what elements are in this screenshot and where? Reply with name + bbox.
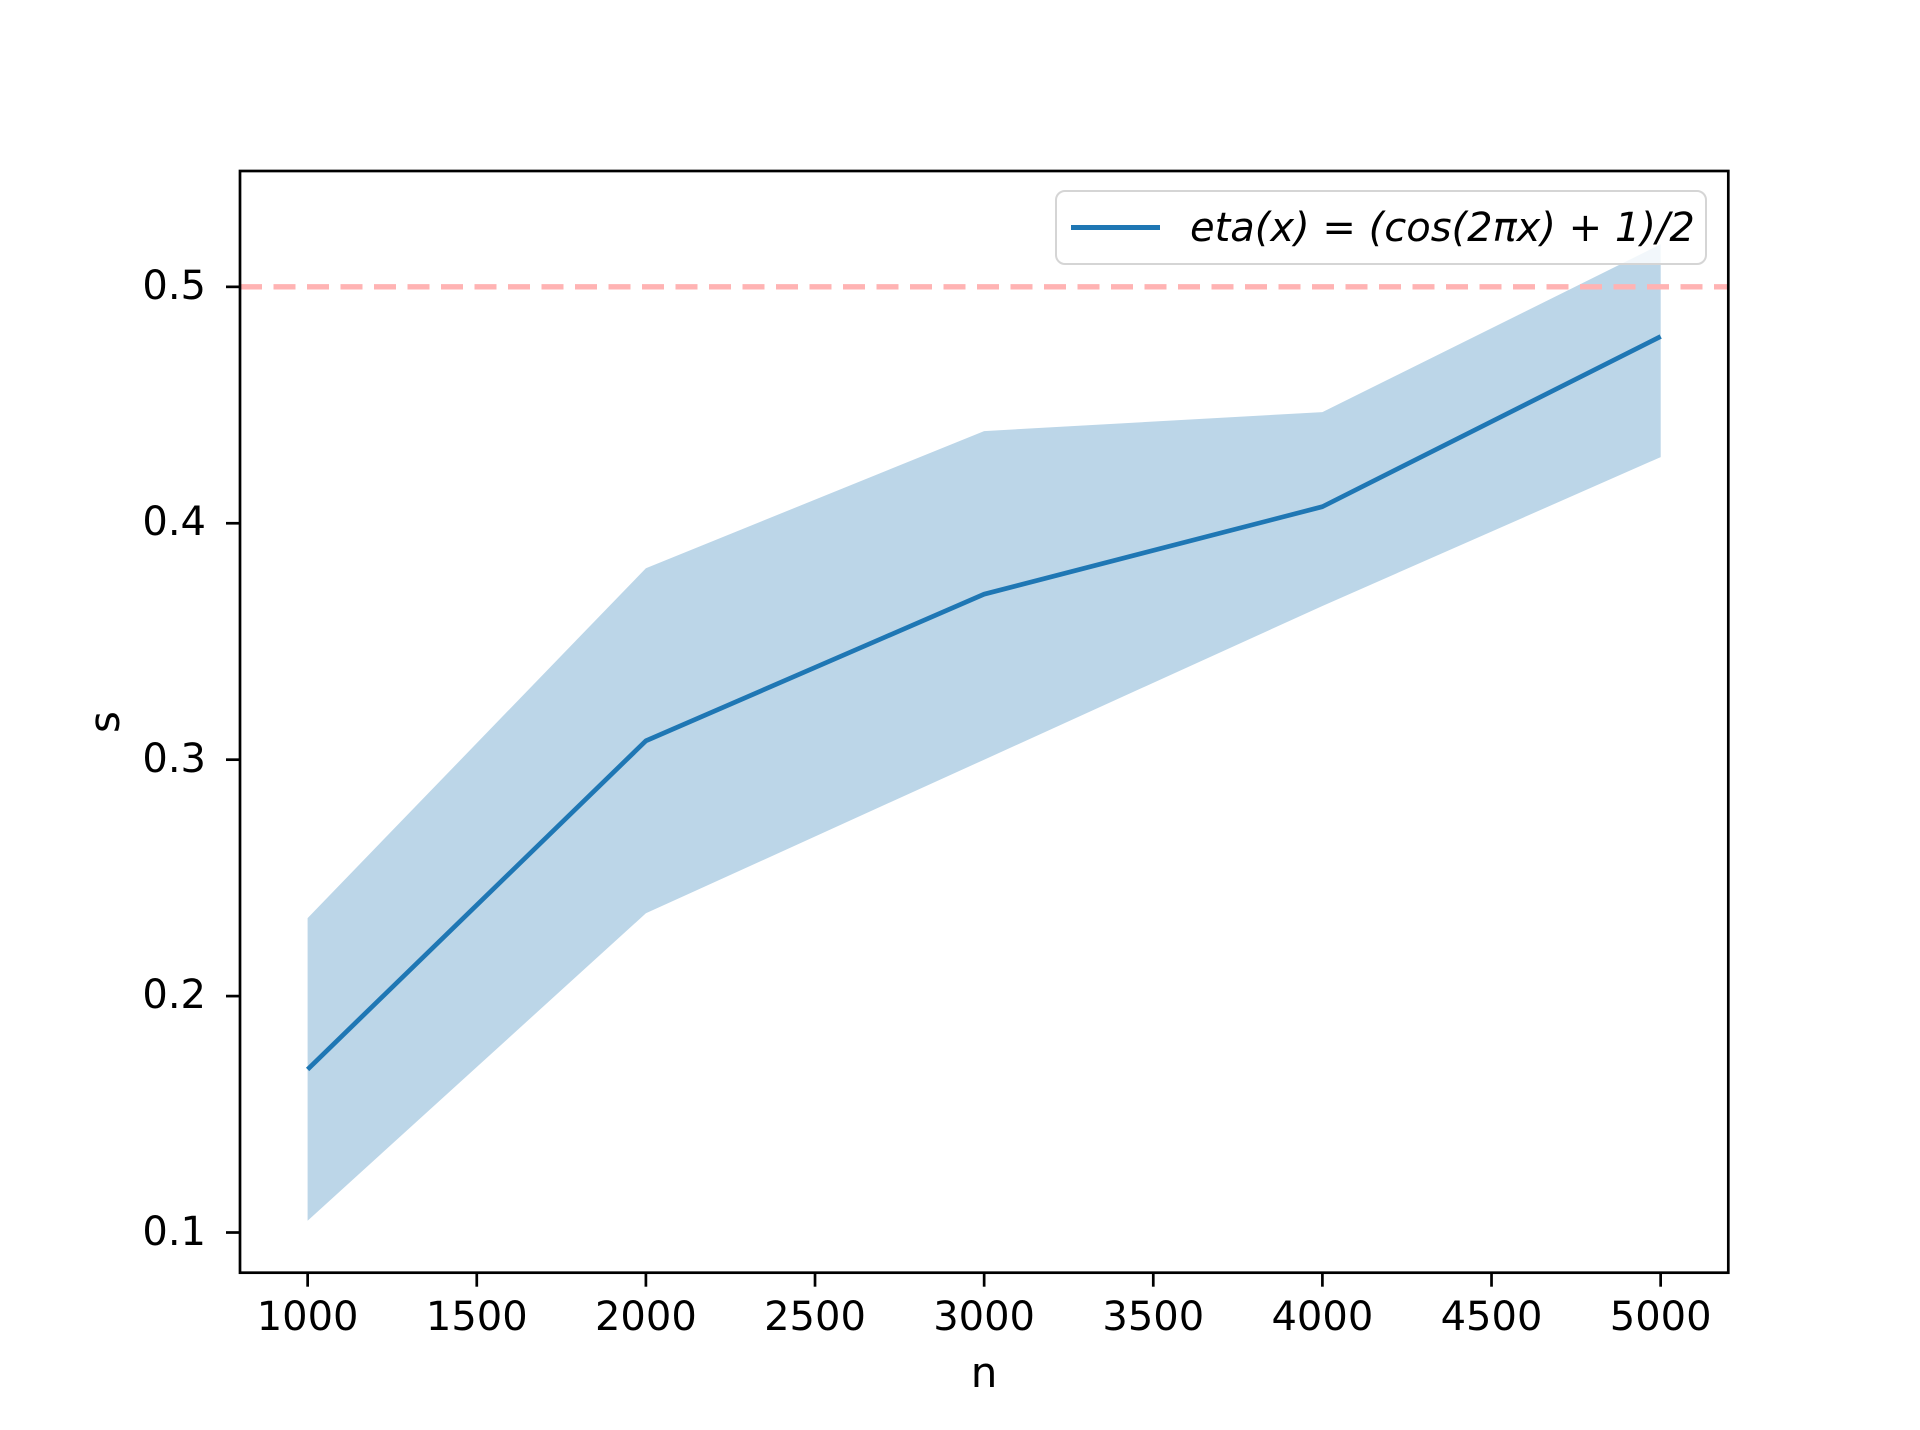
legend-line-sample-icon xyxy=(1071,225,1160,230)
x-tick-label: 1500 xyxy=(425,1294,528,1340)
legend-label: eta(x) = (cos(2πx) + 1)/2 xyxy=(1190,204,1695,251)
x-tick-label: 5000 xyxy=(1609,1294,1712,1340)
legend: eta(x) = (cos(2πx) + 1)/2 xyxy=(1055,190,1707,265)
y-tick-label: 0.4 xyxy=(142,499,206,546)
y-tick-label: 0.5 xyxy=(142,262,206,309)
x-tick-label: 2000 xyxy=(594,1294,697,1340)
x-tick-label: 4000 xyxy=(1271,1294,1374,1340)
x-tick-label: 4500 xyxy=(1440,1294,1543,1340)
y-tick-label: 0.3 xyxy=(142,735,206,782)
x-axis-label: n xyxy=(970,1348,998,1397)
y-tick-label: 0.2 xyxy=(142,972,206,1019)
x-tick-label: 3000 xyxy=(933,1294,1035,1340)
x-tick-label: 3500 xyxy=(1102,1294,1205,1340)
axes-frame xyxy=(238,169,1730,1275)
series-line xyxy=(305,334,1662,1072)
y-tick-label: 0.1 xyxy=(142,1208,206,1255)
y-axis-label: s xyxy=(80,711,129,733)
x-tick-label: 1000 xyxy=(256,1294,359,1340)
confidence-band xyxy=(307,244,1661,1221)
axis-ticks xyxy=(226,285,1663,1287)
x-tick-label: 2500 xyxy=(764,1294,866,1340)
